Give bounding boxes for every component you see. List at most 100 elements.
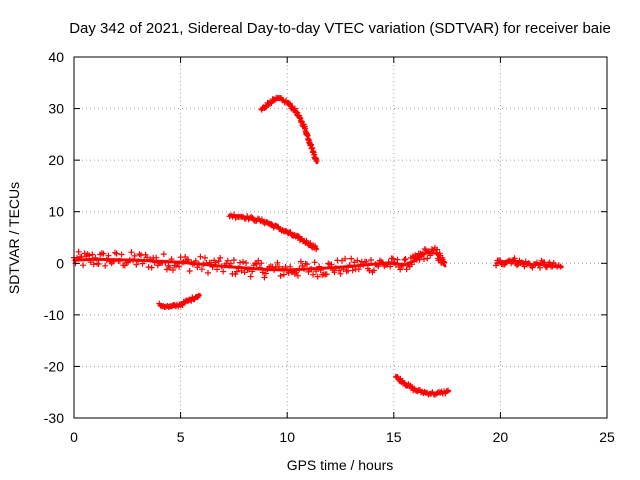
data-point bbox=[279, 265, 286, 272]
data-point bbox=[128, 249, 135, 256]
data-point bbox=[336, 267, 342, 274]
data-point bbox=[314, 273, 321, 280]
data-point bbox=[276, 263, 282, 270]
axis-ticks: 0 5 10 15 20 25 -30 -20 -10 0 10 20 30 40 bbox=[44, 49, 615, 445]
data-point bbox=[162, 259, 169, 266]
y-tick-label: 30 bbox=[48, 101, 64, 117]
data-point bbox=[408, 261, 415, 268]
data-point bbox=[308, 266, 315, 273]
y-tick-label: 0 bbox=[56, 255, 64, 271]
x-tick-label: 10 bbox=[279, 429, 295, 445]
data-point bbox=[337, 270, 344, 277]
data-point bbox=[75, 248, 82, 255]
data-point bbox=[131, 252, 138, 259]
data-point bbox=[313, 246, 320, 253]
data-point bbox=[233, 268, 240, 275]
data-point bbox=[421, 246, 428, 252]
x-tick-label: 15 bbox=[386, 429, 402, 445]
data-point bbox=[259, 269, 266, 276]
data-point bbox=[195, 292, 202, 299]
data-point bbox=[420, 251, 427, 258]
data-point bbox=[371, 267, 377, 274]
data-point bbox=[387, 263, 394, 270]
series-arc-mid bbox=[226, 211, 320, 253]
data-point bbox=[227, 260, 234, 267]
data-point bbox=[354, 257, 361, 264]
data-point bbox=[262, 104, 269, 111]
data-point bbox=[126, 256, 133, 263]
data-point bbox=[427, 252, 434, 259]
data-point bbox=[102, 262, 109, 269]
data-point bbox=[297, 258, 304, 265]
data-point bbox=[287, 263, 294, 270]
data-point bbox=[113, 250, 120, 257]
data-point bbox=[340, 266, 347, 273]
data-point bbox=[342, 255, 349, 262]
data-point bbox=[209, 264, 216, 270]
data-point bbox=[280, 271, 287, 278]
data-point bbox=[312, 243, 319, 250]
data-point bbox=[346, 262, 353, 269]
data-point bbox=[316, 263, 323, 270]
data-point bbox=[220, 268, 227, 275]
data-point bbox=[262, 270, 269, 277]
data-point bbox=[434, 246, 441, 253]
data-point bbox=[258, 260, 265, 267]
data-point bbox=[238, 267, 245, 274]
data-point bbox=[200, 261, 207, 268]
data-point bbox=[313, 268, 320, 275]
series-band-main-2 bbox=[388, 244, 448, 273]
data-point bbox=[268, 221, 275, 228]
data-point bbox=[403, 266, 410, 273]
data-point bbox=[313, 158, 320, 164]
data-point bbox=[160, 251, 167, 258]
y-tick-label: -20 bbox=[44, 358, 64, 374]
data-point bbox=[217, 254, 224, 261]
series-band-late bbox=[493, 255, 564, 271]
data-point bbox=[529, 264, 536, 271]
data-point bbox=[205, 269, 211, 276]
data-point bbox=[147, 256, 154, 263]
data-point bbox=[186, 268, 193, 274]
data-point bbox=[401, 256, 408, 263]
data-point bbox=[268, 99, 275, 106]
data-point bbox=[176, 263, 183, 270]
data-point bbox=[537, 264, 543, 271]
data-point bbox=[135, 258, 141, 265]
data-point bbox=[317, 267, 324, 274]
series-arc-top bbox=[258, 94, 320, 165]
x-tick-label: 0 bbox=[70, 429, 78, 445]
data-point bbox=[182, 254, 189, 260]
chart-title: Day 342 of 2021, Sidereal Day-to-day VTE… bbox=[69, 20, 611, 37]
x-tick-label: 25 bbox=[599, 429, 615, 445]
data-point bbox=[493, 262, 500, 269]
data-point bbox=[100, 250, 107, 257]
data-point bbox=[497, 257, 504, 264]
data-point bbox=[544, 264, 550, 271]
data-point bbox=[514, 262, 520, 269]
x-axis-label: GPS time / hours bbox=[287, 457, 394, 473]
data-point bbox=[355, 266, 362, 273]
data-point bbox=[400, 262, 406, 269]
data-point bbox=[180, 258, 187, 265]
data-series bbox=[71, 94, 564, 398]
data-point bbox=[139, 260, 146, 267]
data-point bbox=[224, 257, 231, 264]
data-point bbox=[323, 271, 330, 278]
data-point bbox=[103, 256, 110, 263]
data-point bbox=[328, 261, 335, 268]
series-band-main-1 bbox=[71, 248, 394, 281]
data-point bbox=[212, 259, 219, 266]
data-point bbox=[310, 271, 317, 278]
data-point bbox=[368, 257, 374, 263]
data-point bbox=[258, 216, 265, 223]
data-point bbox=[375, 263, 382, 270]
data-point bbox=[339, 257, 345, 264]
data-point bbox=[348, 255, 355, 262]
data-point bbox=[274, 259, 281, 266]
data-point bbox=[331, 269, 338, 276]
data-point bbox=[332, 265, 339, 271]
data-point bbox=[277, 272, 284, 279]
